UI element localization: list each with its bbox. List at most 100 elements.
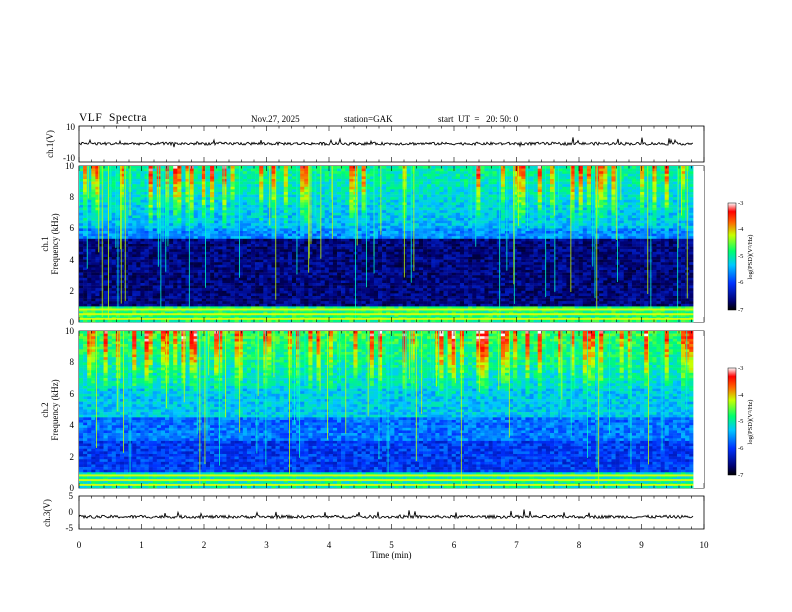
spectrogram-cell — [324, 236, 330, 240]
spectrogram-cell — [218, 194, 223, 198]
spectrogram-cell — [197, 259, 203, 263]
spectrogram-cell — [132, 275, 137, 279]
spectrogram-cell — [222, 199, 227, 203]
spectrogram-cell — [222, 171, 227, 175]
spectrogram-cell — [390, 301, 395, 305]
spectrogram-cell — [287, 275, 293, 279]
spectrogram-cell — [234, 257, 239, 260]
spectrogram-cell — [361, 215, 366, 219]
spectrogram-cell — [152, 272, 158, 276]
spectrogram-cell — [222, 189, 227, 193]
spectrogram-cell — [140, 275, 145, 279]
spectrogram-cell — [341, 202, 346, 206]
spectrogram-cell — [152, 181, 158, 185]
spectrogram-cell — [99, 212, 104, 216]
spectrogram-cell — [119, 303, 125, 307]
spectrogram-cell — [259, 179, 264, 182]
spectrogram-cell — [136, 220, 141, 224]
spectrogram-cell — [398, 236, 403, 240]
spectrogram-cell — [132, 181, 137, 185]
spectrogram-cell — [341, 194, 346, 198]
spectrogram-cell — [304, 257, 309, 260]
spectrogram-cell — [287, 179, 293, 182]
spectrogram-cell — [287, 241, 293, 245]
spectrogram-cell — [201, 186, 207, 190]
spectrogram-cell — [132, 296, 137, 299]
spectrogram-cell — [238, 296, 244, 299]
spectrogram-cell — [79, 210, 84, 214]
spectrogram-cell — [144, 225, 149, 229]
spectrogram-cell — [132, 225, 137, 229]
spectrogram-cell — [316, 293, 321, 297]
spectrogram-cell — [201, 311, 207, 315]
spectrogram-cell — [124, 264, 129, 268]
spectrogram-cell — [140, 171, 145, 175]
spectrogram-cell — [386, 275, 391, 279]
spectrogram-cell — [357, 220, 362, 224]
spectrogram-cell — [300, 283, 305, 286]
spectrogram-cell — [173, 296, 178, 299]
spectrogram-cell — [156, 186, 162, 190]
spectrogram-cell — [99, 218, 104, 221]
spectrogram-cell — [304, 212, 309, 216]
spectrogram-cell — [210, 259, 215, 263]
spectrogram-cell — [316, 311, 321, 315]
spectrogram-cell — [373, 181, 379, 185]
spectrogram-cell — [251, 220, 256, 224]
spectrogram-cell — [357, 228, 362, 232]
spectrogram-cell — [103, 249, 108, 253]
spectrogram-cell — [79, 176, 84, 180]
spectrogram-cell — [205, 264, 211, 268]
spectrogram-cell — [99, 290, 104, 294]
spectrogram-cell — [238, 306, 244, 310]
spectrogram-cell — [136, 311, 141, 315]
spectrogram-cell — [201, 259, 207, 263]
spectrogram-cell — [218, 207, 223, 211]
spectrogram-cell — [177, 257, 182, 260]
spectrogram-cell — [136, 275, 141, 279]
spectrogram-cell — [144, 238, 149, 242]
spectrogram-cell — [337, 277, 342, 281]
spectrogram-cell — [300, 306, 305, 310]
spectrogram-cell — [308, 275, 313, 279]
spectrogram-cell — [132, 210, 137, 214]
spectrogram-cell — [91, 303, 96, 307]
spectrogram-cell — [165, 259, 170, 263]
spectrogram-cell — [210, 179, 215, 182]
spectrogram-cell — [177, 267, 182, 271]
spectrogram-cell — [185, 301, 190, 305]
spectrogram-cell — [103, 298, 108, 302]
spectrogram-cell — [304, 192, 309, 195]
spectrogram-cell — [214, 176, 219, 180]
spectrogram-cell — [107, 212, 113, 216]
spectrogram-cell — [132, 262, 137, 266]
spectrogram-cell — [83, 293, 88, 297]
spectrogram-cell — [312, 314, 317, 318]
spectrogram-cell — [386, 293, 391, 297]
spectrogram-cell — [263, 249, 268, 253]
spectrogram-cell — [83, 210, 88, 214]
spectrogram-cell — [144, 179, 149, 182]
spectrogram-cell — [226, 173, 231, 177]
spectrogram-cell — [214, 231, 219, 234]
spectrogram-cell — [234, 272, 239, 276]
spectrogram-cell — [255, 298, 260, 302]
spectrogram-cell — [79, 319, 84, 323]
spectrogram-cell — [279, 319, 285, 323]
spectrogram-cell — [230, 303, 235, 307]
spectrogram-cell — [144, 223, 149, 227]
spectrogram-cell — [373, 244, 379, 247]
spectrogram-cell — [251, 218, 256, 221]
spectrogram-cell — [238, 210, 244, 214]
spectrogram-cell — [201, 215, 207, 219]
spectrogram-cell — [79, 179, 84, 182]
spectrogram-cell — [214, 270, 219, 273]
spectrogram-cell — [316, 179, 321, 182]
spectrogram-cell — [242, 301, 248, 305]
spectrogram-cell — [214, 238, 219, 242]
spectrogram-cell — [246, 249, 252, 253]
spectrogram-cell — [226, 277, 231, 281]
spectrogram-cell — [287, 171, 293, 175]
spectrogram-cell — [414, 184, 420, 188]
spectrogram-cell — [132, 207, 137, 211]
